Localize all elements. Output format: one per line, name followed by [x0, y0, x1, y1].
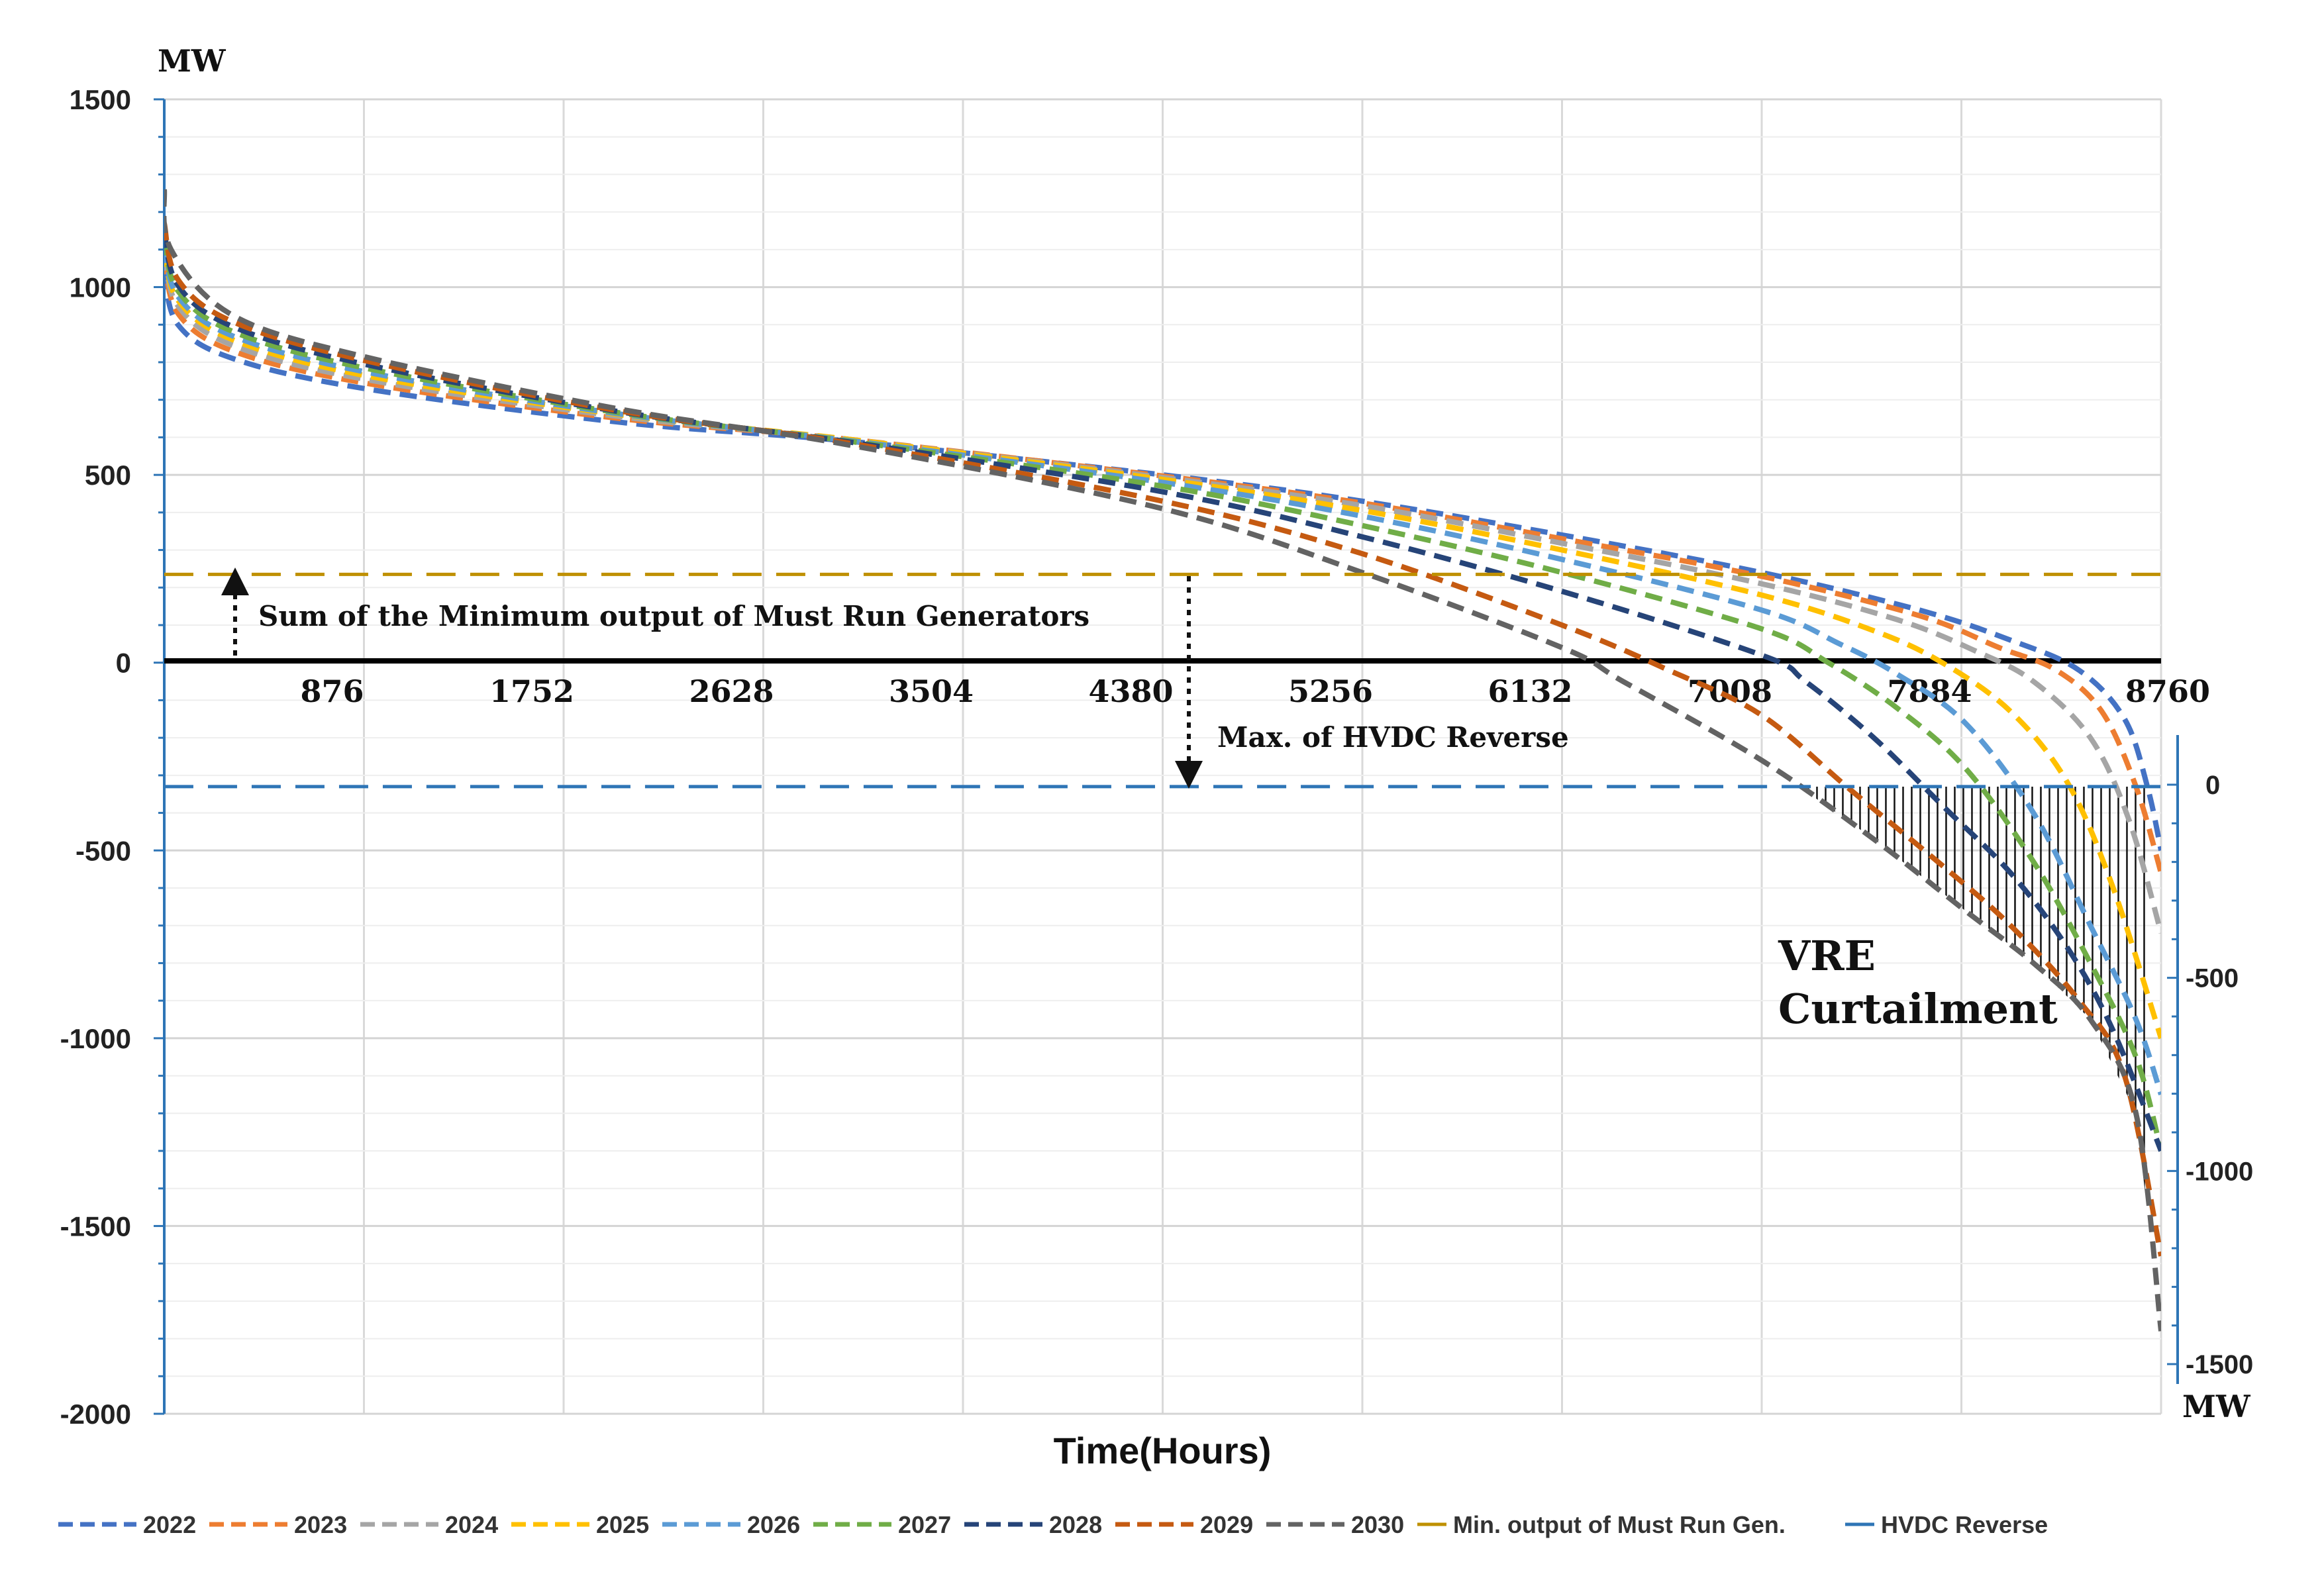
y-tick-label: 0 [116, 648, 131, 679]
series-line-2024 [164, 252, 2161, 934]
secondary-y-tick-label: -500 [2186, 964, 2239, 993]
must-run-annotation: Sum of the Minimum output of Must Run Ge… [258, 600, 1089, 632]
legend-label: 2026 [747, 1511, 800, 1538]
hvdc-annotation: Max. of HVDC Reverse [1217, 721, 1569, 754]
y-axis-ticks: 1500 1000 500 0 -500 -1000 -1500 -2000 [60, 84, 164, 1430]
secondary-y-tick-label: -1000 [2186, 1157, 2253, 1186]
vre-annotation-line-2: Curtailment [1778, 985, 2058, 1033]
series-line-2026 [164, 245, 2161, 1096]
legend-label: HVDC Reverse [1881, 1511, 2048, 1538]
secondary-y-axis-ticks: 0 -500 -1000 -1500 [2167, 771, 2253, 1379]
x-axis-title: Time(Hours) [1054, 1430, 1272, 1471]
secondary-y-unit-label: MW [2182, 1389, 2251, 1424]
x-tick-label: 7008 [1688, 673, 1772, 709]
curtailment-hatch-area [1799, 786, 2145, 1203]
secondary-y-tick-label: 0 [2205, 771, 2220, 800]
legend-label: 2024 [445, 1511, 498, 1538]
y-tick-label: -500 [76, 835, 131, 866]
series-line-2030 [164, 189, 2161, 1332]
y-tick-label: 1000 [70, 272, 131, 303]
x-tick-label: 1752 [489, 673, 574, 709]
legend-label: 2028 [1049, 1511, 1102, 1538]
series-line-2022 [164, 271, 2161, 852]
legend-label: 2025 [596, 1511, 649, 1538]
secondary-y-tick-label: -1500 [2186, 1350, 2253, 1379]
x-axis-ticks: 876 1752 2628 3504 4380 5256 6132 7008 7884 8760 [300, 673, 2210, 709]
y-tick-label: -2000 [60, 1399, 131, 1430]
legend-label: 2022 [143, 1511, 196, 1538]
legend-label: 2030 [1351, 1511, 1404, 1538]
series-group [164, 189, 2161, 1332]
legend-label: Min. output of Must Run Gen. [1453, 1511, 1786, 1538]
gridlines [164, 98, 2162, 1415]
x-tick-label: 3504 [889, 673, 974, 709]
series-line-2029 [164, 222, 2161, 1257]
y-tick-label: -1500 [60, 1210, 131, 1242]
legend-label: 2029 [1200, 1511, 1253, 1538]
x-tick-label: 4380 [1088, 673, 1173, 709]
legend-label: 2027 [898, 1511, 951, 1538]
series-line-2027 [164, 237, 2161, 1152]
y-tick-label: 500 [85, 460, 131, 491]
legend: 2022 2023 2024 2025 2026 2027 2028 2029 2030 Min.… [58, 1511, 2048, 1538]
y-tick-label: 1500 [70, 84, 131, 115]
x-tick-label: 2628 [689, 673, 774, 709]
series-line-2028 [164, 230, 2161, 1152]
x-tick-label: 876 [300, 673, 364, 709]
x-tick-label: 6132 [1488, 673, 1572, 709]
x-tick-label: 5256 [1288, 673, 1373, 709]
vre-annotation-line-1: VRE [1778, 932, 1876, 980]
legend-label: 2023 [294, 1511, 347, 1538]
y-tick-label: -1000 [60, 1023, 131, 1054]
y-unit-label: MW [158, 43, 227, 79]
x-tick-label: 8760 [2125, 673, 2210, 709]
